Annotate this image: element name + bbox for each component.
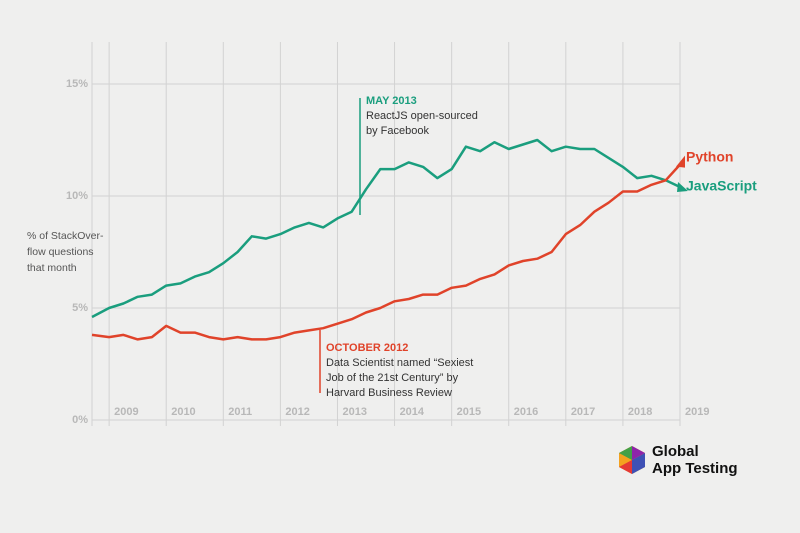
annotation-text: Harvard Business Review [326, 387, 452, 399]
annotation-text: by Facebook [366, 125, 429, 137]
legend-label: JavaScript [686, 178, 757, 194]
y-axis-label: % of StackOver- [27, 230, 104, 242]
y-tick-label: 10% [66, 190, 88, 202]
series-arrow [676, 155, 685, 168]
annotation-head: MAY 2013 [366, 95, 417, 107]
x-tick-label: 2017 [571, 406, 595, 418]
y-tick-label: 15% [66, 78, 88, 90]
y-tick-label: 5% [72, 302, 88, 314]
x-tick-label: 2019 [685, 406, 709, 418]
legend-label: Python [686, 149, 733, 165]
x-tick-label: 2014 [400, 406, 425, 418]
series-line [91, 163, 681, 341]
logo-text: App Testing [652, 460, 738, 477]
annotation-text: Data Scientist named “Sexiest [326, 357, 473, 369]
x-tick-label: 2011 [228, 406, 252, 418]
x-tick-label: 2018 [628, 406, 652, 418]
x-tick-label: 2009 [114, 406, 138, 418]
y-axis-label: flow questions [27, 246, 94, 258]
logo: Global App Testing [619, 443, 738, 477]
x-tick-label: 2016 [514, 406, 538, 418]
x-tick-label: 2013 [342, 406, 366, 418]
x-tick-label: 2012 [285, 406, 309, 418]
x-tick-label: 2015 [457, 406, 481, 418]
logo-icon [632, 446, 645, 460]
logo-icon [619, 446, 632, 460]
y-tick-label: 0% [72, 414, 88, 426]
series-arrow [677, 182, 688, 193]
series-line [91, 138, 681, 319]
annotation-text: Job of the 21st Century” by [326, 372, 459, 384]
y-axis-label: that month [27, 262, 77, 274]
annotation-head: OCTOBER 2012 [326, 342, 408, 354]
logo-text: Global [652, 443, 699, 460]
annotation-text: ReactJS open-sourced [366, 110, 478, 122]
x-tick-label: 2010 [171, 406, 195, 418]
logo-icon [619, 460, 632, 474]
